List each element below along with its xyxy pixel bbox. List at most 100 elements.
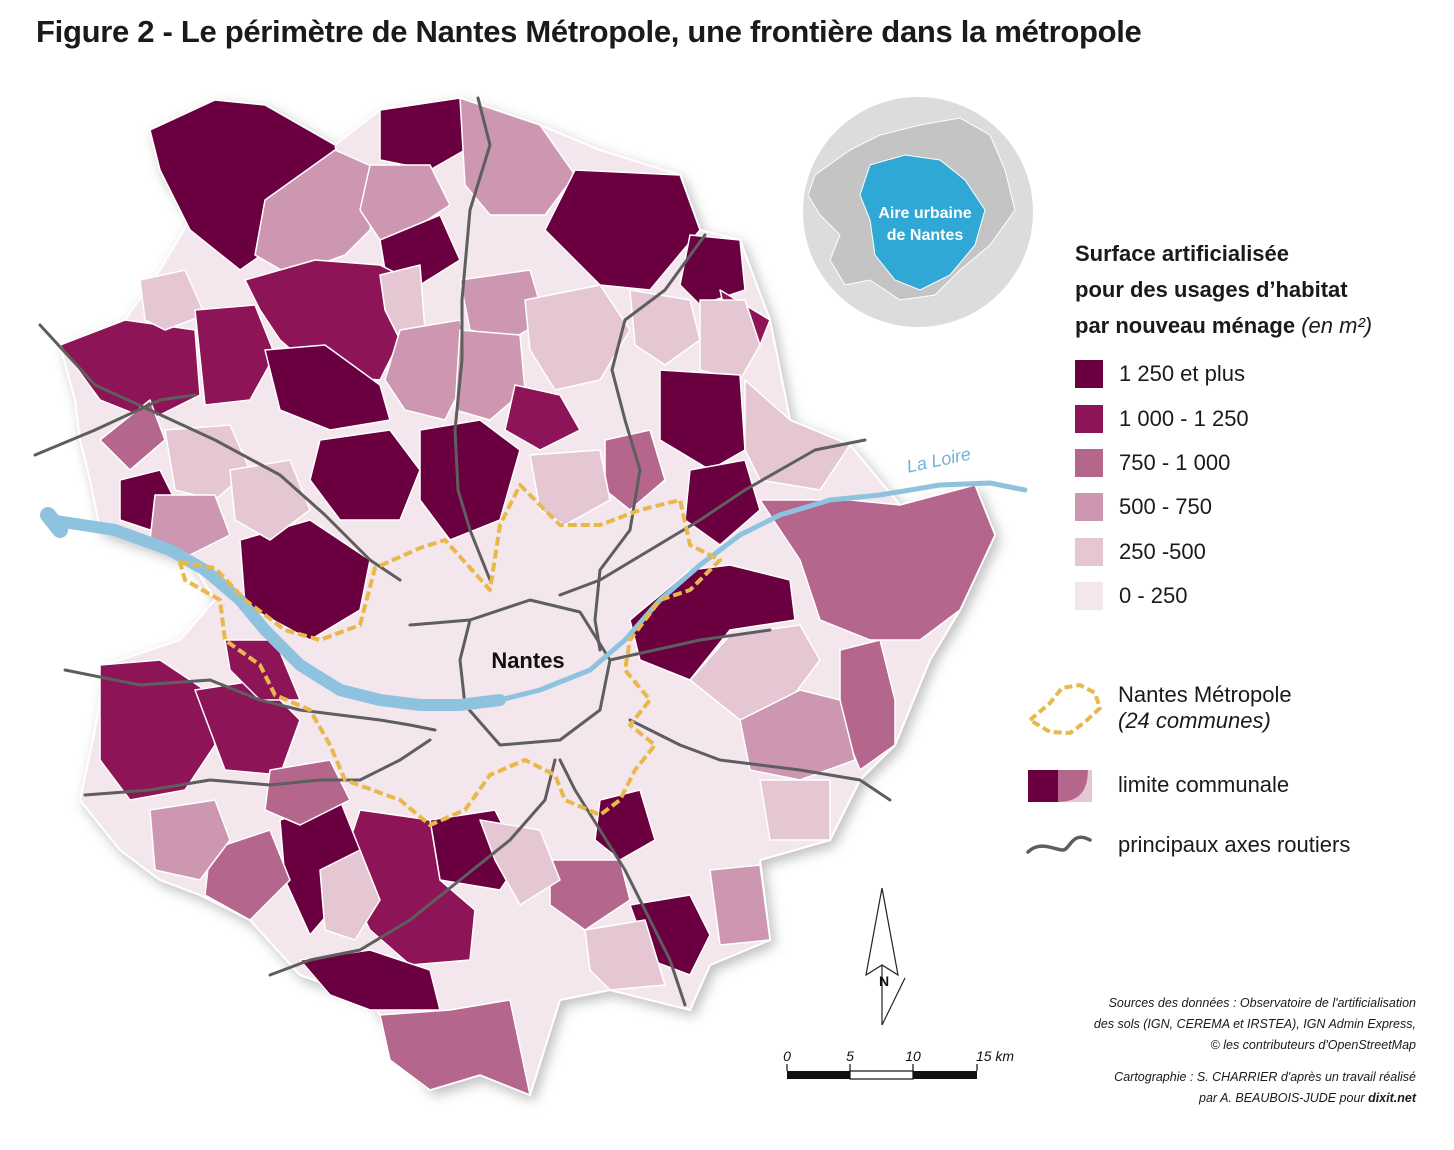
credits-line2-prefix: par A. BEAUBOIS-JUDE pour	[1199, 1091, 1365, 1105]
road-network	[33, 96, 892, 1007]
commune-sw-2	[319, 849, 381, 941]
legend-roads-label: principaux axes routiers	[1118, 832, 1351, 857]
river-loire	[40, 480, 1028, 711]
metropole-boundary	[178, 483, 722, 827]
credits-line1: Cartographie : S. CHARRIER d'après un tr…	[1114, 1070, 1416, 1084]
legend-class-label: 750 - 1 000	[1119, 449, 1231, 475]
legend-road-symbol	[1026, 835, 1092, 854]
legend-class-label: 500 - 750	[1119, 494, 1212, 520]
legend-class-4: 500 - 750	[1075, 485, 1249, 529]
sources-line2: des sols (IGN, CEREMA et IRSTEA), IGN Ad…	[1093, 1017, 1416, 1031]
scale-seg-1	[787, 1071, 850, 1079]
legend-class-6: 0 - 250	[1075, 574, 1249, 618]
commune-n-5	[459, 97, 576, 216]
communes	[59, 97, 996, 1096]
north-arrow: N	[865, 887, 906, 1026]
inset-label-line1: Aire urbaine	[878, 205, 971, 222]
commune-w-2	[139, 269, 206, 331]
scale-bar: 0 5 10 15 km	[783, 1048, 1014, 1080]
road-ring	[458, 598, 612, 747]
commune-se-1	[594, 789, 656, 861]
legend-metropole: Nantes Métropole (24 communes)	[1118, 682, 1292, 734]
commune-w-7	[264, 759, 351, 826]
legend-class-5: 250 -500	[1075, 530, 1249, 574]
scale-tick-10: 10	[905, 1048, 921, 1064]
road-south-west	[63, 668, 437, 732]
scale-tick-5: 5	[846, 1048, 854, 1064]
road-south-east	[558, 758, 687, 1007]
legend-commune-swatch-light	[1058, 770, 1088, 802]
figure-title: Figure 2 - Le périmètre de Nantes Métrop…	[36, 14, 1142, 49]
commune-c-6	[504, 384, 581, 451]
legend-symbols	[1026, 683, 1102, 854]
commune-se-2	[549, 859, 631, 931]
legend-metropole-sub: (24 communes)	[1118, 708, 1271, 733]
commune-e-2	[659, 369, 746, 471]
road-east-south	[628, 718, 892, 802]
commune-c-1	[264, 344, 391, 431]
scale-tick-0: 0	[783, 1048, 791, 1064]
road-north-east	[593, 233, 707, 652]
river-estuary	[44, 514, 506, 711]
road-south	[268, 758, 557, 977]
commune-e-1	[699, 299, 761, 381]
commune-n-2	[379, 97, 466, 171]
commune-c-10	[529, 449, 611, 526]
legend-class-2: 1 000 - 1 250	[1075, 396, 1249, 440]
commune-e-10	[759, 779, 831, 841]
scale-seg-2	[849, 1070, 914, 1080]
commune-c-3	[384, 319, 471, 421]
commune-w-11	[149, 494, 231, 556]
legend-class-label: 250 -500	[1119, 538, 1206, 564]
legend-class-label: 0 - 250	[1119, 583, 1188, 609]
commune-w-1	[59, 319, 201, 421]
commune-n-4	[379, 214, 461, 286]
legend-metropole-label: Nantes Métropole	[1118, 682, 1292, 707]
inset-label-line2: de Nantes	[887, 227, 964, 244]
north-arrow-shape	[865, 887, 906, 1026]
legend-class-label: 1 000 - 1 250	[1119, 405, 1249, 431]
road-north-west	[38, 323, 402, 582]
commune-n-1	[254, 149, 381, 276]
inset-urban-area	[859, 154, 986, 291]
river-label: La Loire	[905, 444, 973, 477]
legend-swatch	[1075, 582, 1103, 611]
legend-swatch	[1075, 404, 1103, 433]
legend-commune-label: limite communale	[1118, 772, 1290, 797]
legend-swatch	[1075, 493, 1103, 522]
scale-tick-15: 15 km	[976, 1048, 1014, 1064]
commune-ne-1	[544, 169, 701, 291]
legend-commune-swatch-dark	[1028, 770, 1058, 802]
commune-e-9	[739, 689, 856, 781]
sources-line1: Sources des données : Observatoire de l'…	[1108, 996, 1416, 1010]
credits-site: dixit.net	[1368, 1091, 1416, 1105]
legend-class-label: 1 250 et plus	[1119, 361, 1245, 387]
legend-title-line2: pour des usages d’habitat	[1075, 277, 1348, 302]
legend-swatch	[1075, 448, 1103, 477]
commune-se-4	[584, 919, 666, 991]
legend-title-unit: (en m²)	[1301, 313, 1373, 338]
commune-w-4	[99, 659, 216, 801]
road-west-a	[33, 393, 197, 457]
legend-title-line3-text: par nouveau ménage	[1075, 313, 1296, 338]
credits-note: Cartographie : S. CHARRIER d'après un tr…	[1114, 1067, 1416, 1109]
commune-w-12	[229, 459, 311, 541]
commune-e-5	[759, 484, 996, 641]
commune-nw-4	[309, 429, 421, 521]
commune-sw-3	[204, 829, 291, 921]
credits-line2: par A. BEAUBOIS-JUDE pour dixit.net	[1114, 1088, 1416, 1109]
legend-class-1: 1 250 et plus	[1075, 352, 1249, 396]
road-north	[453, 96, 492, 582]
sources-note: Sources des données : Observatoire de l'…	[1094, 993, 1416, 1056]
legend-swatch	[1075, 537, 1103, 566]
river-main	[497, 480, 1028, 703]
legend-swatch	[1075, 360, 1103, 389]
city-label: Nantes	[491, 648, 564, 673]
commune-e-7	[629, 564, 796, 681]
legend-title-line3: par nouveau ménage (en m²)	[1075, 308, 1445, 344]
legend-title: Surface artificialisée pour des usages d…	[1075, 236, 1445, 344]
commune-s-5	[379, 999, 531, 1096]
inset-map: Aire urbaine de Nantes	[801, 95, 1035, 329]
road-cross-west	[408, 618, 472, 627]
